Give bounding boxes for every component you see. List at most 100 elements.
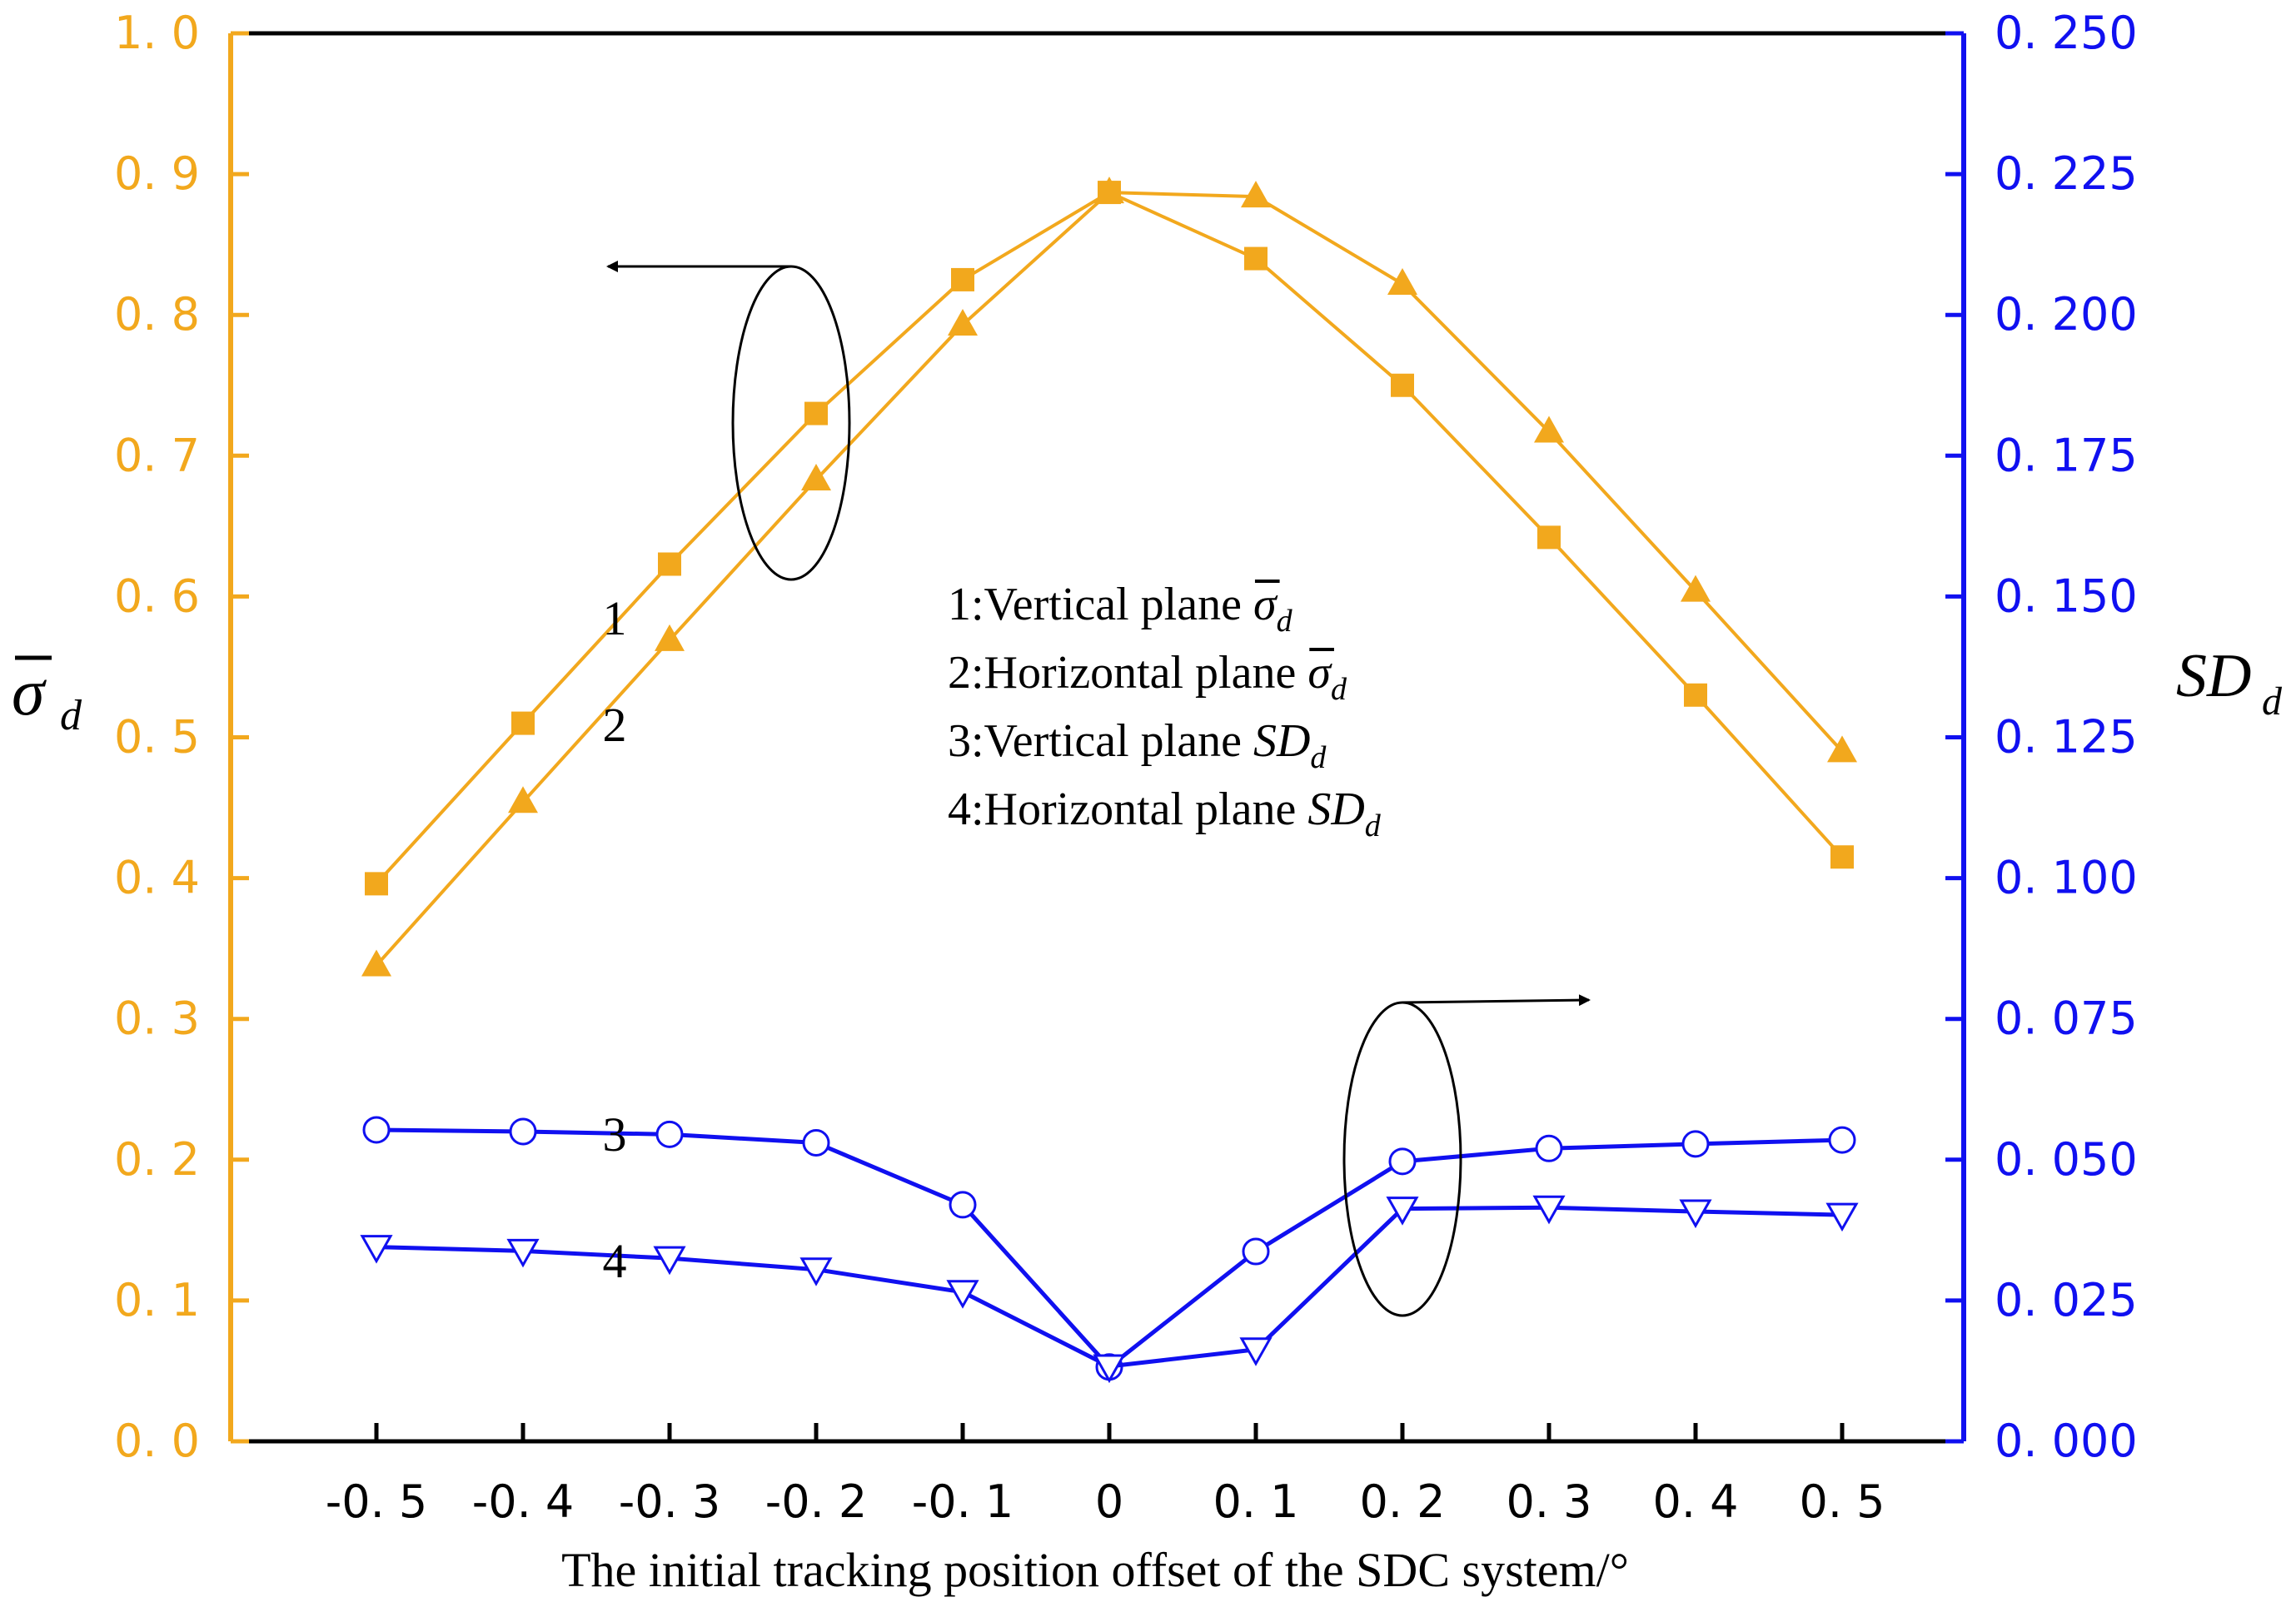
right-axis-tick-label: 0. 175: [1995, 429, 2138, 481]
left-axis-tick-label: 0. 6: [114, 570, 200, 622]
x-axis-tick-label: -0. 3: [619, 1475, 721, 1528]
series-1-point: [365, 872, 388, 896]
left-axis-tick-label: 0. 7: [114, 429, 200, 481]
x-axis-tick-label: 0. 4: [1652, 1475, 1738, 1528]
series-2-point: [1827, 735, 1857, 763]
series-1-point: [1244, 246, 1268, 271]
series-2-point: [948, 309, 978, 336]
left-axis-label-subscript: d: [60, 692, 82, 739]
series-4: [360, 1195, 1859, 1384]
series-4-point: [799, 1257, 833, 1286]
left-axis-tick-label: 0. 5: [114, 711, 200, 764]
right-axis-tick-label: 0. 000: [1995, 1415, 2138, 1467]
x-axis-tick-label: 0. 2: [1359, 1475, 1445, 1528]
series-3-point: [362, 1116, 391, 1144]
right-axis-arrow: [1402, 994, 1591, 1007]
curve-label-1: 1: [603, 591, 627, 645]
series-2-point: [1534, 415, 1564, 443]
series-2-point: [508, 786, 538, 813]
left-axis-tick-label: 0. 8: [114, 288, 200, 341]
series-4-point: [506, 1238, 540, 1268]
legend-item-4: 4:Horizontal plane SDd: [948, 784, 1382, 843]
left-axis-tick-label: 0. 3: [114, 993, 200, 1045]
series-4-point: [1239, 1337, 1273, 1366]
right-axis-label-symbol: SD: [2176, 642, 2251, 710]
series-2-point: [1387, 267, 1417, 295]
legend-item-text: 4:Horizontal plane SDd: [948, 784, 1382, 843]
x-axis-label: The initial tracking position offset of …: [561, 1543, 1629, 1597]
curve-label-3: 3: [603, 1107, 627, 1162]
legend-item-text: 3:Vertical plane SDd: [948, 715, 1327, 775]
series-4-point: [1532, 1195, 1566, 1225]
series-2-point: [1094, 177, 1124, 204]
series-1-point: [511, 711, 535, 735]
legend-item-3: 3:Vertical plane SDd: [948, 715, 1327, 775]
right-axis-label: SD d: [2176, 642, 2283, 724]
series-4-point: [360, 1235, 393, 1264]
series-4-line: [376, 1205, 1843, 1369]
left-axis-tick-label: 1. 0: [114, 7, 200, 59]
series-1-line: [375, 191, 1844, 885]
left-axis-tick-label: 0. 0: [114, 1415, 200, 1467]
right-axis-tick-label: 0. 125: [1995, 711, 2138, 764]
right-axis-label-subscript: d: [2262, 679, 2283, 724]
right-axis-tick-label: 0. 150: [1995, 570, 2138, 622]
series-2-point: [1241, 181, 1271, 208]
series-3-point: [655, 1120, 684, 1148]
series-3: [362, 1116, 1856, 1381]
left-axis-tick-label: 0. 4: [114, 852, 200, 904]
legend-item-1: 1:Vertical plane σd: [948, 579, 1293, 639]
series-4-point: [653, 1246, 686, 1276]
series-3-point: [1681, 1130, 1710, 1158]
series-1-point: [1391, 373, 1414, 397]
left-group-ellipse: [731, 265, 851, 581]
series-3-point: [509, 1117, 537, 1146]
series-2: [361, 177, 1857, 977]
left-axis-tick-label: 0. 2: [114, 1133, 200, 1186]
curve-label-4: 4: [603, 1234, 627, 1288]
series-1-point: [1684, 683, 1707, 707]
right-axis-tick-label: 0. 075: [1995, 993, 2138, 1045]
series-3-point: [802, 1129, 830, 1157]
legend-item-text: 1:Vertical plane σd: [948, 579, 1293, 639]
x-axis-tick-label: 0. 1: [1213, 1475, 1298, 1528]
x-axis-tick-label: 0. 3: [1506, 1475, 1591, 1528]
x-axis-tick-label: 0. 5: [1799, 1475, 1885, 1528]
x-axis-tick-label: -0. 2: [765, 1475, 868, 1528]
series-1-point: [1830, 845, 1854, 869]
x-axis-tick-label: -0. 5: [326, 1475, 428, 1528]
series-2-point: [655, 624, 685, 651]
series-4-point: [1386, 1197, 1419, 1226]
series-2-point: [1681, 575, 1711, 602]
right-axis-tick-label: 0. 250: [1995, 7, 2138, 59]
series-4-point: [1093, 1354, 1126, 1384]
x-axis-tick-label: 0: [1095, 1475, 1123, 1528]
series-2-point: [801, 464, 831, 491]
series-1-point: [1537, 525, 1561, 550]
series-2-point: [361, 949, 391, 977]
right-axis-tick-label: 0. 025: [1995, 1274, 2138, 1326]
series-3-point: [1388, 1147, 1417, 1176]
legend-item-2: 2:Horizontal plane σd: [948, 647, 1347, 707]
right-axis-tick-label: 0. 225: [1995, 147, 2138, 200]
series-4-point: [946, 1280, 979, 1309]
x-axis-tick-label: -0. 1: [912, 1475, 1014, 1528]
series-3-point: [1828, 1126, 1856, 1154]
series-3-point: [1535, 1134, 1563, 1162]
left-axis-tick-label: 0. 1: [114, 1274, 200, 1326]
series-3-point: [949, 1191, 977, 1219]
series-4-point: [1679, 1199, 1712, 1229]
series-3-line: [376, 1127, 1843, 1370]
series-1-point: [658, 552, 681, 576]
left-axis-tick-label: 0. 9: [114, 147, 200, 200]
right-axis-tick-label: 0. 100: [1995, 852, 2138, 904]
series-1-point: [804, 401, 828, 425]
left-axis-label-symbol: σ: [12, 656, 47, 729]
x-axis-tick-label: -0. 4: [472, 1475, 575, 1528]
curve-label-2: 2: [603, 698, 627, 752]
series-1-point: [951, 267, 974, 291]
series-3-point: [1242, 1237, 1270, 1266]
series-4-point: [1825, 1202, 1859, 1232]
